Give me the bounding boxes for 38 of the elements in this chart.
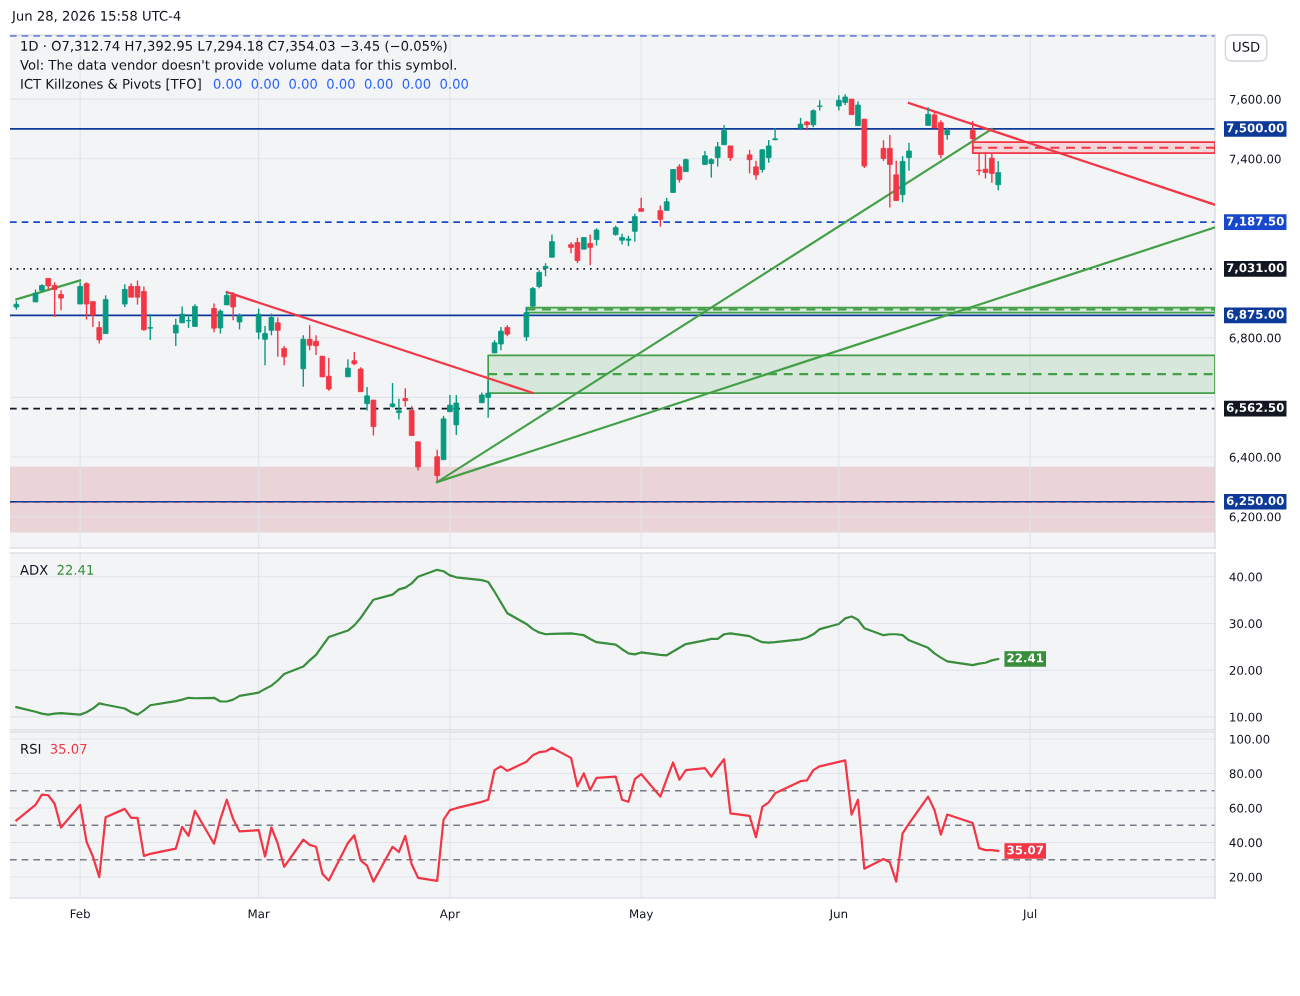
y-tick-label: 7,600.00 xyxy=(1229,94,1281,105)
y-tick-label: 30.00 xyxy=(1229,619,1262,629)
annotation: 35.07 xyxy=(50,743,87,754)
y-tick-label: 20.00 xyxy=(1229,872,1262,882)
annotation: 0.00 0.00 0.00 0.00 0.00 0.00 0.00 xyxy=(213,78,469,89)
text: Vol: The data vendor doesn't provide volume data for this symbol. xyxy=(20,59,456,73)
chart-title: 1D · O7,312.74 H7,392.95 L7,294.18 C7,354.03 −3.45 (−0.05%) xyxy=(21,40,447,53)
annotation: 22.41 xyxy=(57,564,94,575)
annotation: ICT Killzones & Pivots [TFO] xyxy=(21,78,201,91)
text: RSI xyxy=(21,743,41,754)
x-tick-label: May xyxy=(630,909,654,921)
y-tick-label: 100.00 xyxy=(1230,734,1270,744)
ref-line-label: 6,250.00 xyxy=(1226,496,1284,507)
data-label: 35.07 xyxy=(1007,845,1043,855)
y-tick-label: 6,800.00 xyxy=(1229,333,1281,344)
x-tick-label: Jun xyxy=(829,909,848,921)
x-tick-label: Apr xyxy=(439,909,461,921)
x-tick-label: Mar xyxy=(248,909,270,919)
y-tick-label: 6,200.00 xyxy=(1229,512,1281,523)
ref-line-label: 7,187.50 xyxy=(1226,216,1284,228)
y-tick-label: 10.00 xyxy=(1230,712,1262,722)
text: USD xyxy=(1233,41,1260,52)
y-tick-label: 20.00 xyxy=(1229,665,1262,675)
ref-line-label: 7,031.00 xyxy=(1226,263,1284,274)
ref-line-label: 6,562.50 xyxy=(1226,403,1284,414)
y-tick-label: 60.00 xyxy=(1229,803,1262,813)
text: Jun 28, 2026 15:58 UTC-4 xyxy=(11,10,181,24)
y-tick-label: 80.00 xyxy=(1229,769,1262,779)
y-tick-label: 7,400.00 xyxy=(1229,154,1281,165)
x-tick-label: Feb xyxy=(70,909,90,919)
y-tick-label: 6,400.00 xyxy=(1229,452,1281,463)
y-tick-label: 40.00 xyxy=(1229,572,1262,582)
x-tick-label: Jul xyxy=(1022,909,1037,921)
ref-line-label: 7,500.00 xyxy=(1226,123,1284,134)
data-label: 22.41 xyxy=(1007,653,1044,663)
text: ADX xyxy=(20,565,48,575)
y-tick-label: 40.00 xyxy=(1229,838,1262,848)
ref-line-label: 6,875.00 xyxy=(1226,309,1284,321)
